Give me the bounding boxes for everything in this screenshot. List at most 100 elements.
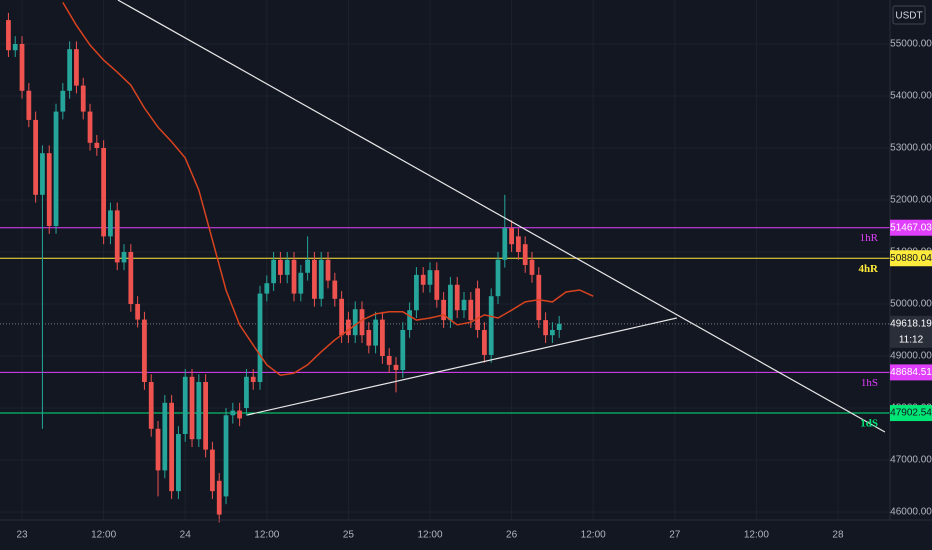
- candle-body: [543, 320, 548, 336]
- candle-body: [448, 284, 453, 321]
- candle-body: [271, 259, 276, 284]
- currency-box[interactable]: [892, 5, 926, 25]
- candle-body: [196, 381, 202, 440]
- x-tick-label: 24: [180, 530, 192, 541]
- level-price-box: [890, 250, 932, 267]
- grid: [0, 0, 890, 520]
- candle-body: [522, 244, 528, 265]
- y-tick-label: 54000.00: [890, 91, 932, 102]
- candle-body: [284, 259, 290, 275]
- candle-body: [312, 259, 317, 299]
- trendline: [246, 317, 677, 416]
- level-label: 1hS: [861, 377, 878, 389]
- y-tick-label: 47000.00: [890, 455, 932, 466]
- candle-body: [414, 274, 419, 311]
- candle-body: [366, 329, 372, 346]
- candle-body: [359, 309, 365, 336]
- x-tick-label: 12:00: [254, 530, 279, 541]
- currency: USDT: [895, 11, 922, 22]
- level-price: 48684.51: [890, 367, 932, 378]
- level-price-box: [890, 364, 932, 381]
- candle-body: [495, 259, 501, 297]
- candle-body: [74, 49, 79, 86]
- candle-body: [393, 364, 399, 371]
- candle-body: [427, 270, 433, 285]
- last-price-box: [890, 315, 932, 348]
- x-tick-label: 12:00: [581, 530, 606, 541]
- candle-body: [80, 85, 86, 112]
- candle-body: [454, 284, 460, 311]
- candle-body: [155, 428, 161, 471]
- candle-body: [94, 142, 100, 148]
- candle-body: [468, 299, 474, 321]
- x-tick-label: 12:00: [91, 530, 116, 541]
- candle-body: [441, 299, 446, 321]
- x-tick-label: 12:00: [744, 530, 769, 541]
- candle-body: [556, 323, 562, 330]
- candle-body: [318, 259, 324, 299]
- last-price: 49618.19: [890, 318, 932, 329]
- candle-body: [237, 410, 242, 419]
- candle-body: [182, 376, 188, 434]
- candle-body: [19, 43, 25, 91]
- candle-body: [325, 259, 331, 281]
- x-tick-label: 27: [669, 530, 681, 541]
- candle-body: [40, 153, 45, 195]
- candle-body: [407, 310, 412, 330]
- x-tick-label: 26: [506, 530, 518, 541]
- candle-body: [46, 153, 52, 226]
- candle-body: [67, 49, 73, 91]
- candle-body: [216, 480, 222, 515]
- candle-body: [114, 210, 120, 263]
- candle-body: [516, 236, 521, 252]
- candle-body: [502, 228, 508, 260]
- candle-body: [291, 259, 297, 294]
- y-tick-label: 46000.00: [890, 507, 932, 518]
- candle-body: [332, 280, 338, 299]
- candle-body: [529, 259, 535, 275]
- candle-body: [550, 329, 555, 336]
- level-price: 47902.54: [890, 408, 932, 419]
- candle-body: [434, 270, 440, 300]
- candle-body: [400, 329, 406, 371]
- candle-body: [128, 251, 134, 304]
- candle-body: [278, 259, 283, 275]
- candle-body: [420, 274, 426, 285]
- candle-body: [352, 309, 358, 336]
- candle-body: [121, 251, 127, 263]
- level-price-box: [890, 219, 932, 236]
- candle-body: [210, 449, 215, 492]
- candle-body: [257, 293, 263, 382]
- candle-body: [380, 319, 385, 356]
- candle-body: [162, 402, 168, 471]
- candle-body: [488, 296, 494, 355]
- candle-body: [87, 111, 93, 143]
- candle-body: [509, 228, 514, 245]
- candle-body: [461, 299, 467, 311]
- candle-body: [339, 298, 344, 336]
- candle-body: [250, 376, 256, 382]
- candle-body: [142, 319, 147, 382]
- candle-body: [223, 415, 229, 497]
- level-price: 50880.04: [890, 253, 932, 264]
- candle-body: [135, 303, 141, 320]
- candle-body: [108, 210, 113, 237]
- x-tick-label: 28: [832, 530, 844, 541]
- candle-body: [230, 410, 236, 416]
- level-label: 1dS: [860, 418, 878, 430]
- candle-body: [475, 288, 480, 330]
- level-price-box: [890, 405, 932, 422]
- candle-body: [244, 376, 249, 408]
- y-tick-label: 52000.00: [890, 195, 932, 206]
- y-tick-label: 53000.00: [890, 143, 932, 154]
- plot: 1hR 4hR 1hS 1dS: [6, 0, 886, 523]
- level-label: 1hR: [860, 232, 879, 244]
- candle-body: [482, 329, 487, 355]
- candle-body: [169, 402, 175, 492]
- level-label: 4hR: [858, 263, 879, 275]
- candle-body: [346, 319, 351, 336]
- x-tick-label: 12:00: [417, 530, 442, 541]
